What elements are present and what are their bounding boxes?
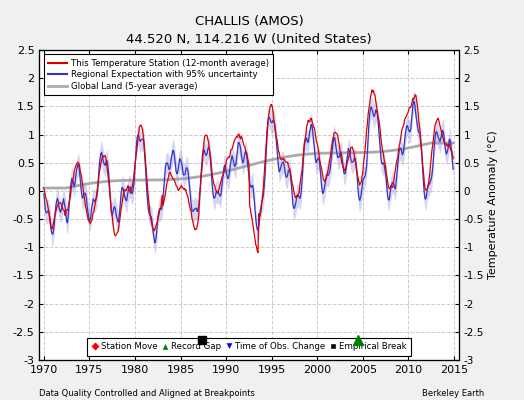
Text: Berkeley Earth: Berkeley Earth	[422, 389, 485, 398]
Title: CHALLIS (AMOS)
44.520 N, 114.216 W (United States): CHALLIS (AMOS) 44.520 N, 114.216 W (Unit…	[126, 15, 372, 46]
Y-axis label: Temperature Anomaly (°C): Temperature Anomaly (°C)	[488, 131, 498, 279]
Text: Data Quality Controlled and Aligned at Breakpoints: Data Quality Controlled and Aligned at B…	[39, 389, 255, 398]
Legend: Station Move, Record Gap, Time of Obs. Change, Empirical Break: Station Move, Record Gap, Time of Obs. C…	[87, 338, 411, 356]
